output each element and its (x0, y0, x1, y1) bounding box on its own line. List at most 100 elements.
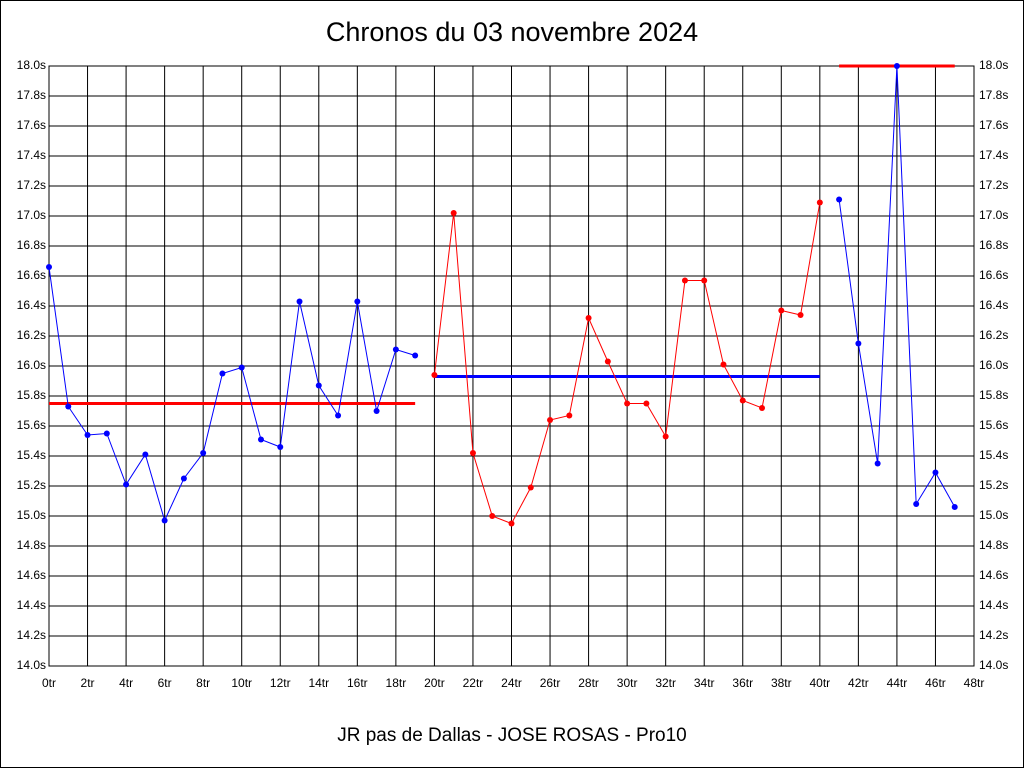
data-point (354, 298, 361, 305)
data-point (932, 469, 939, 476)
y-tick-label-right: 17.6s (979, 118, 1008, 132)
y-tick-label-right: 14.8s (979, 538, 1008, 552)
y-tick-label: 15.4s (17, 448, 46, 462)
data-point (335, 412, 342, 419)
data-point (200, 450, 207, 456)
y-tick-label-right: 17.2s (979, 178, 1008, 192)
x-tick-label: 32tr (655, 676, 676, 690)
x-tick-label: 38tr (771, 676, 792, 690)
data-point (257, 436, 264, 443)
y-tick-label-right: 16.2s (979, 328, 1008, 342)
y-tick-label: 16.0s (17, 358, 46, 372)
data-point (816, 199, 823, 206)
data-point (373, 408, 380, 414)
data-point (739, 397, 746, 404)
data-point (489, 513, 496, 519)
y-tick-label-right: 15.6s (979, 418, 1008, 432)
y-tick-label: 18.0s (17, 58, 46, 72)
x-tick-label: 34tr (694, 676, 715, 690)
data-point (103, 430, 110, 437)
y-tick-label-right: 16.6s (979, 268, 1008, 282)
y-tick-label: 14.2s (17, 628, 46, 642)
data-point (180, 475, 187, 482)
x-tick-label: 4tr (119, 676, 133, 690)
x-tick-label: 14tr (308, 676, 329, 690)
y-tick-label: 17.0s (17, 208, 46, 222)
x-axis-label: JR pas de Dallas - JOSE ROSAS - Pro10 (337, 725, 687, 746)
y-tick-label: 17.6s (17, 118, 46, 132)
data-point (893, 63, 900, 69)
x-tick-label: 48tr (964, 676, 985, 690)
y-tick-label-right: 16.0s (979, 358, 1008, 372)
x-tick-label: 40tr (809, 676, 830, 690)
data-point (836, 196, 843, 203)
data-point (913, 501, 920, 507)
x-tick-label: 44tr (887, 676, 908, 690)
y-tick-label-right: 15.0s (979, 508, 1008, 522)
data-point (624, 400, 631, 407)
data-point (46, 264, 52, 270)
y-tick-label-right: 17.8s (979, 88, 1008, 102)
data-point (315, 382, 322, 389)
data-point (219, 370, 226, 377)
chart-title: Chronos du 03 novembre 2024 (326, 17, 698, 47)
y-tick-label: 17.8s (17, 88, 46, 102)
data-point (84, 432, 91, 438)
y-tick-label-right: 17.4s (979, 148, 1008, 162)
data-point (296, 298, 303, 305)
x-tick-label: 24tr (501, 676, 522, 690)
y-tick-label: 17.4s (17, 148, 46, 162)
data-point (161, 517, 168, 524)
x-tick-label: 0tr (42, 676, 56, 690)
y-tick-label: 17.2s (17, 178, 46, 192)
y-tick-label: 15.8s (17, 388, 46, 402)
y-tick-label: 16.4s (17, 298, 46, 312)
y-tick-label: 15.0s (17, 508, 46, 522)
data-point (855, 340, 862, 347)
y-tick-label-right: 16.4s (979, 298, 1008, 312)
data-point (778, 307, 785, 314)
y-tick-label: 16.8s (17, 238, 46, 252)
plot-border (48, 65, 975, 667)
data-point (874, 460, 881, 467)
y-tick-label-right: 15.2s (979, 478, 1008, 492)
data-point (508, 520, 515, 527)
y-tick-label: 14.0s (17, 658, 46, 672)
y-tick-label-right: 14.0s (979, 658, 1008, 672)
data-point (142, 451, 149, 458)
data-point (450, 210, 457, 216)
y-tick-label: 15.2s (17, 478, 46, 492)
y-tick-label: 14.6s (17, 568, 46, 582)
y-tick-label-right: 17.0s (979, 208, 1008, 222)
y-tick-label-right: 14.6s (979, 568, 1008, 582)
data-point (951, 504, 958, 510)
data-point (431, 372, 438, 378)
data-point (759, 405, 766, 411)
y-tick-label-right: 14.2s (979, 628, 1008, 642)
x-tick-label: 20tr (424, 676, 445, 690)
x-tick-label: 8tr (196, 676, 210, 690)
data-point (797, 312, 804, 318)
data-point (412, 352, 419, 359)
x-tick-label: 18tr (386, 676, 407, 690)
x-tick-label: 36tr (732, 676, 753, 690)
data-point (585, 315, 592, 321)
data-point (681, 277, 688, 284)
x-tick-label: 26tr (540, 676, 561, 690)
x-tick-label: 42tr (848, 676, 869, 690)
y-tick-label-right: 14.4s (979, 598, 1008, 612)
data-point (238, 364, 245, 371)
data-point (469, 450, 476, 456)
data-point (527, 484, 534, 491)
y-tick-label-right: 15.8s (979, 388, 1008, 402)
x-tick-label: 16tr (347, 676, 368, 690)
data-point (701, 277, 708, 284)
data-point (662, 433, 669, 440)
series-line (48, 266, 416, 522)
y-tick-label: 14.4s (17, 598, 46, 612)
data-point (604, 358, 611, 365)
x-tick-label: 28tr (578, 676, 599, 690)
data-point (643, 400, 650, 407)
y-tick-label: 16.2s (17, 328, 46, 342)
